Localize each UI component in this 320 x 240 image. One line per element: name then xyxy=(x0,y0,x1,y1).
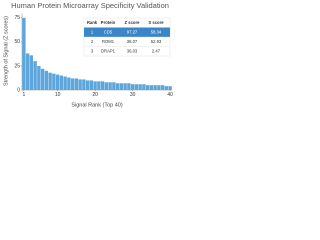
bar xyxy=(37,65,41,90)
x-tick-label: 10 xyxy=(55,92,61,98)
table-cell: 2.47 xyxy=(152,48,161,53)
table-cell: 58.34 xyxy=(151,29,162,34)
bar xyxy=(145,85,150,90)
table-header: S score xyxy=(148,20,164,25)
table-header: Z score xyxy=(125,20,141,25)
chart: Human Protein Microarray Specificity Val… xyxy=(3,1,173,108)
table-cell: 36.03 xyxy=(127,48,138,53)
x-axis-label: Signal Rank (Top 40) xyxy=(71,102,123,108)
bar xyxy=(40,68,45,90)
bar xyxy=(70,78,75,90)
bar xyxy=(33,61,37,90)
bar xyxy=(74,78,79,90)
bar xyxy=(25,53,30,90)
bar xyxy=(48,72,52,90)
bar xyxy=(168,86,172,90)
bar xyxy=(153,85,157,90)
bar xyxy=(93,81,97,90)
bar xyxy=(138,84,142,90)
bar xyxy=(67,77,71,90)
bar xyxy=(44,70,49,90)
bar xyxy=(130,84,135,90)
bar xyxy=(164,86,169,90)
bar xyxy=(112,82,116,90)
x-tick-label: 20 xyxy=(92,92,98,98)
table-header: Rank xyxy=(87,20,98,25)
table-cell: 38.07 xyxy=(127,39,138,44)
bar xyxy=(149,85,154,90)
x-tick-label: 40 xyxy=(167,92,173,98)
bar xyxy=(100,81,105,90)
bar xyxy=(160,85,165,90)
table-cell: DRAP1 xyxy=(101,48,116,53)
bar xyxy=(127,83,131,90)
y-tick-label: 50 xyxy=(14,39,20,45)
table-cell: 3 xyxy=(91,48,94,53)
table-cell: 97.27 xyxy=(127,29,138,34)
bar xyxy=(119,83,124,90)
x-tick-label: 30 xyxy=(130,92,136,98)
bar xyxy=(78,79,82,90)
bar xyxy=(52,73,56,90)
y-tick-label: 25 xyxy=(14,63,20,69)
bar xyxy=(89,80,94,90)
bar xyxy=(157,85,161,90)
bar xyxy=(63,76,67,90)
table-cell: 1 xyxy=(91,29,94,34)
bar xyxy=(22,17,26,90)
y-tick-label: 0 xyxy=(17,87,20,93)
bar xyxy=(142,84,146,90)
chart-title: Human Protein Microarray Specificity Val… xyxy=(11,1,169,10)
table-highlight xyxy=(84,27,170,37)
y-tick-label: 75 xyxy=(14,15,20,21)
bar xyxy=(85,80,90,90)
bar xyxy=(97,81,101,90)
y-axis-label: Strength of Signal (Z scores) xyxy=(3,16,9,86)
table-cell: 2 xyxy=(91,39,94,44)
bar xyxy=(55,74,60,90)
table-header: Protein xyxy=(101,20,116,25)
bar xyxy=(115,83,120,90)
bar xyxy=(108,82,112,90)
bar xyxy=(134,84,139,90)
bar xyxy=(82,79,86,90)
table-cell: ROM1 xyxy=(102,39,115,44)
bar xyxy=(104,82,109,90)
bar xyxy=(29,55,34,90)
bar xyxy=(59,75,64,90)
x-tick-label: 1 xyxy=(22,92,25,98)
table-cell: 52.93 xyxy=(151,39,162,44)
table-cell: CD5 xyxy=(104,29,113,34)
bar xyxy=(123,83,127,90)
